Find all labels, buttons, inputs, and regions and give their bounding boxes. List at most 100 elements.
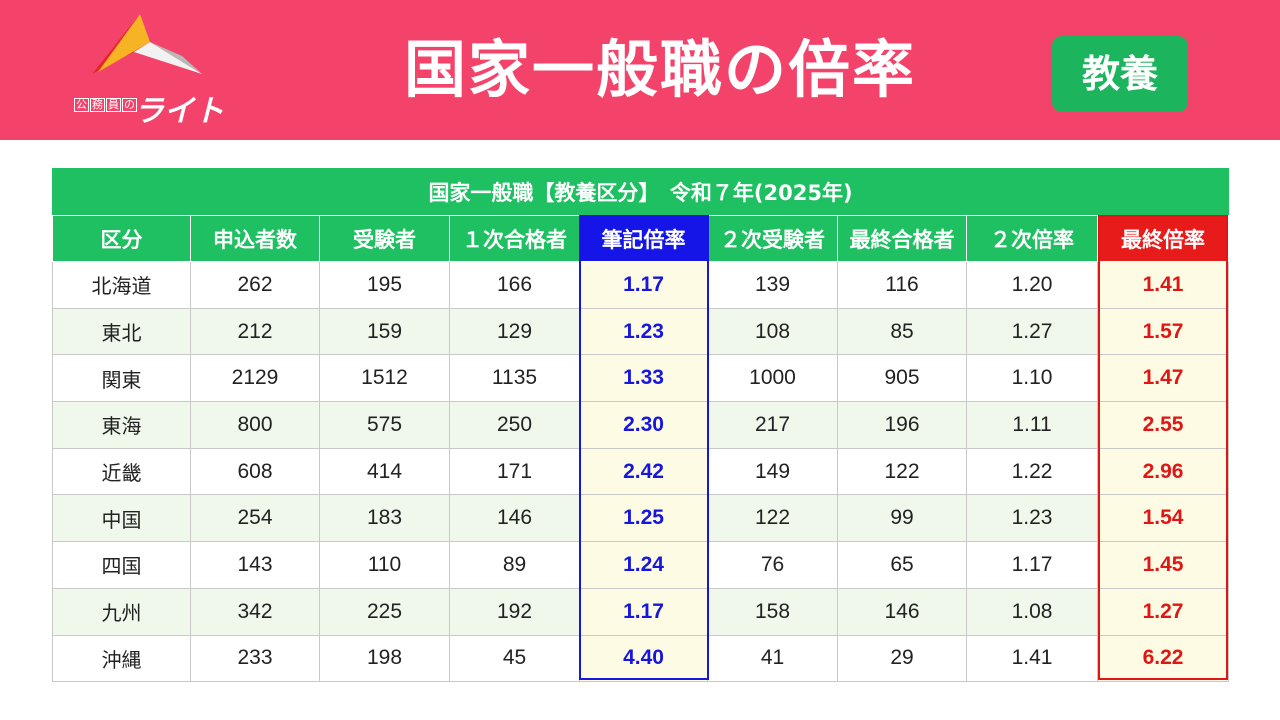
final-pass-cell: 122 [837,447,967,496]
final-pass-cell: 65 [837,541,967,589]
logo-char: 員 [106,98,121,112]
table-row: 東北 212 159 129 1.23 108 85 1.27 1.57 [52,307,1230,356]
final-ratio-cell: 1.57 [1096,307,1230,356]
second-ratio-cell: 1.23 [966,494,1098,543]
written-ratio-cell: 2.30 [579,401,708,449]
second-examinees-cell: 139 [707,261,838,309]
logo-brand-text: ライト [134,94,224,129]
applicants-cell: 212 [190,307,320,356]
region-header: 区分 [52,215,191,262]
final-ratio-cell: 6.22 [1096,634,1230,683]
site-logo[interactable]: 公務員の ライト [70,12,224,129]
applicants-cell: 262 [190,261,320,309]
written-ratio-cell: 1.17 [579,261,708,309]
logo-char: 務 [90,98,105,112]
final-pass-cell: 196 [837,401,967,449]
applicants-cell: 143 [190,541,320,589]
first-pass-cell: 1135 [449,354,580,403]
second-examinees-header: ２次受験者 [707,215,838,262]
final-pass-cell: 116 [837,261,967,309]
second-ratio-cell: 1.41 [966,634,1098,683]
second-examinees-cell: 1000 [707,354,838,403]
first-pass-cell: 250 [449,401,580,449]
table-caption: 国家一般職【教養区分】 令和７年(2025年) [51,168,1230,216]
logo-char: 公 [74,98,89,112]
second-ratio-cell: 1.17 [966,541,1098,589]
applicants-cell: 2129 [190,354,320,403]
table-row: 中国 254 183 146 1.25 122 99 1.23 1.54 [52,494,1230,543]
region-cell: 中国 [52,494,191,543]
second-examinees-cell: 108 [707,307,838,356]
region-cell: 近畿 [52,447,191,496]
logo-mark-icon [92,14,202,74]
table-row: 北海道 262 195 166 1.17 139 116 1.20 1.41 [52,261,1230,309]
applicants-cell: 233 [190,634,320,683]
table-row: 関東 2129 1512 1135 1.33 1000 905 1.10 1.47 [52,354,1230,403]
category-badge: 教養 [1052,36,1188,112]
ratio-table-container: 国家一般職【教養区分】 令和７年(2025年) 区分 申込者数 受験者 １次合格者 筆記… [51,168,1230,683]
final-pass-cell: 85 [837,307,967,356]
examinees-cell: 110 [319,541,450,589]
region-cell: 東北 [52,307,191,356]
final-ratio-cell: 1.27 [1096,587,1230,636]
logo-caption: 公務員の [74,98,138,112]
first-pass-cell: 166 [449,261,580,309]
first-pass-cell: 171 [449,447,580,496]
examinees-cell: 183 [319,494,450,543]
second-examinees-cell: 158 [707,587,838,636]
table-row: 近畿 608 414 171 2.42 149 122 1.22 2.96 [52,447,1230,496]
region-cell: 沖縄 [52,634,191,683]
final-pass-cell: 146 [837,587,967,636]
final-pass-cell: 99 [837,494,967,543]
second-ratio-cell: 1.08 [966,587,1098,636]
page-title: 国家一般職の倍率 [403,33,916,106]
final-ratio-cell: 2.55 [1096,401,1230,449]
first-pass-cell: 146 [449,494,580,543]
applicants-cell: 608 [190,447,320,496]
table-row: 四国 143 110 89 1.24 76 65 1.17 1.45 [52,541,1230,589]
examinees-cell: 414 [319,447,450,496]
final-pass-header: 最終合格者 [837,215,967,262]
applicants-header: 申込者数 [190,215,320,262]
written-ratio-cell: 2.42 [579,447,708,496]
written-ratio-cell: 1.33 [579,354,708,403]
table-row: 九州 342 225 192 1.17 158 146 1.08 1.27 [52,587,1230,636]
final-ratio-cell: 1.41 [1096,261,1230,309]
examinees-cell: 575 [319,401,450,449]
applicants-cell: 254 [190,494,320,543]
written-ratio-header: 筆記倍率 [579,215,708,262]
written-ratio-cell: 1.23 [579,307,708,356]
second-examinees-cell: 217 [707,401,838,449]
second-examinees-cell: 41 [707,634,838,683]
table-row: 東海 800 575 250 2.30 217 196 1.11 2.55 [52,401,1230,449]
region-cell: 東海 [52,401,191,449]
second-ratio-cell: 1.10 [966,354,1098,403]
final-ratio-cell: 1.54 [1096,494,1230,543]
first-pass-cell: 129 [449,307,580,356]
written-ratio-cell: 1.17 [579,587,708,636]
examinees-cell: 225 [319,587,450,636]
second-ratio-cell: 1.22 [966,447,1098,496]
second-ratio-cell: 1.27 [966,307,1098,356]
second-ratio-cell: 1.11 [966,401,1098,449]
second-examinees-cell: 122 [707,494,838,543]
first-pass-cell: 89 [449,541,580,589]
header-banner: 公務員の ライト 国家一般職の倍率 教養 [0,0,1280,140]
first-pass-cell: 192 [449,587,580,636]
region-cell: 四国 [52,541,191,589]
examinees-header: 受験者 [319,215,450,262]
examinees-cell: 195 [319,261,450,309]
first-pass-header: １次合格者 [449,215,580,262]
first-pass-cell: 45 [449,634,580,683]
final-ratio-cell: 2.96 [1096,447,1230,496]
written-ratio-cell: 1.25 [579,494,708,543]
final-ratio-cell: 1.45 [1096,541,1230,589]
second-ratio-cell: 1.20 [966,261,1098,309]
examinees-cell: 1512 [319,354,450,403]
examinees-cell: 198 [319,634,450,683]
written-ratio-cell: 1.24 [579,541,708,589]
region-cell: 九州 [52,587,191,636]
ratio-table: 国家一般職【教養区分】 令和７年(2025年) 区分 申込者数 受験者 １次合格者 筆記… [51,168,1230,683]
region-cell: 北海道 [52,261,191,309]
final-pass-cell: 905 [837,354,967,403]
